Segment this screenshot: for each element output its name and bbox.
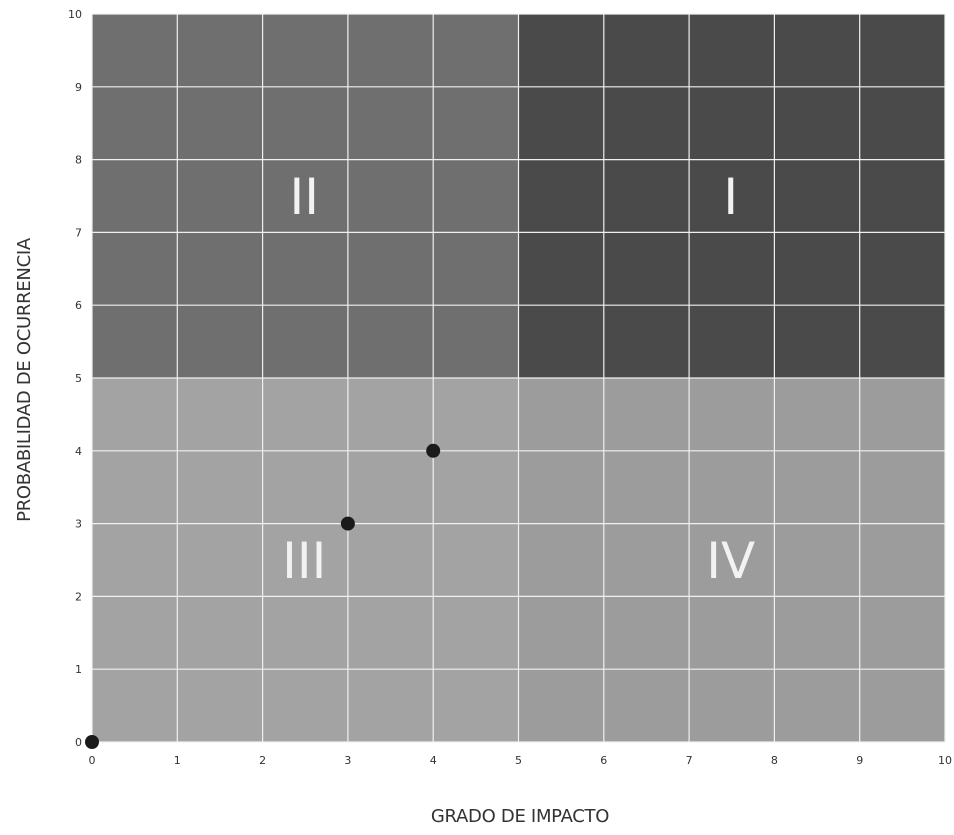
quadrant-iv bbox=[518, 378, 945, 742]
y-tick-label: 2 bbox=[75, 590, 82, 603]
quadrant-label-iii: III bbox=[282, 532, 326, 590]
y-tick-label: 10 bbox=[68, 8, 82, 21]
y-ticks-layer: 0 1 2 3 4 5 6 7 8 9 10 bbox=[68, 8, 82, 749]
y-tick-label: 0 bbox=[75, 736, 82, 749]
x-ticks-layer: 0 1 2 3 4 5 6 7 8 9 10 bbox=[89, 754, 953, 767]
quadrant-iii bbox=[92, 378, 519, 742]
quadrants-layer bbox=[92, 14, 945, 742]
x-tick-label: 10 bbox=[938, 754, 952, 767]
y-tick-label: 4 bbox=[75, 445, 82, 458]
y-tick-label: 5 bbox=[75, 372, 82, 385]
data-point bbox=[426, 443, 441, 458]
quadrant-label-iv: IV bbox=[706, 532, 755, 590]
x-tick-label: 0 bbox=[89, 754, 96, 767]
x-tick-label: 5 bbox=[515, 754, 522, 767]
y-tick-label: 8 bbox=[75, 154, 82, 167]
quadrant-i bbox=[518, 14, 945, 378]
data-point bbox=[85, 735, 99, 749]
grid-layer bbox=[91, 13, 946, 743]
y-tick-label: 3 bbox=[75, 518, 82, 531]
x-axis-label: GRADO DE IMPACTO bbox=[431, 806, 609, 827]
x-tick-label: 2 bbox=[259, 754, 266, 767]
x-tick-label: 8 bbox=[771, 754, 778, 767]
x-tick-label: 9 bbox=[856, 754, 863, 767]
y-tick-label: 6 bbox=[75, 299, 82, 312]
x-tick-label: 7 bbox=[686, 754, 693, 767]
y-tick-label: 7 bbox=[75, 226, 82, 239]
x-tick-label: 6 bbox=[600, 754, 607, 767]
x-tick-label: 4 bbox=[430, 754, 437, 767]
data-point bbox=[340, 516, 355, 531]
y-tick-label: 1 bbox=[75, 663, 82, 676]
y-axis-label: PROBABILIDAD DE OCURRENCIA bbox=[14, 237, 35, 522]
x-tick-label: 3 bbox=[344, 754, 351, 767]
quadrant-label-ii: II bbox=[290, 168, 320, 226]
points-layer bbox=[85, 443, 441, 749]
y-tick-label: 9 bbox=[75, 81, 82, 94]
x-tick-label: 1 bbox=[174, 754, 181, 767]
quadrant-label-i: I bbox=[723, 168, 738, 226]
quadrant-ii bbox=[92, 14, 519, 378]
